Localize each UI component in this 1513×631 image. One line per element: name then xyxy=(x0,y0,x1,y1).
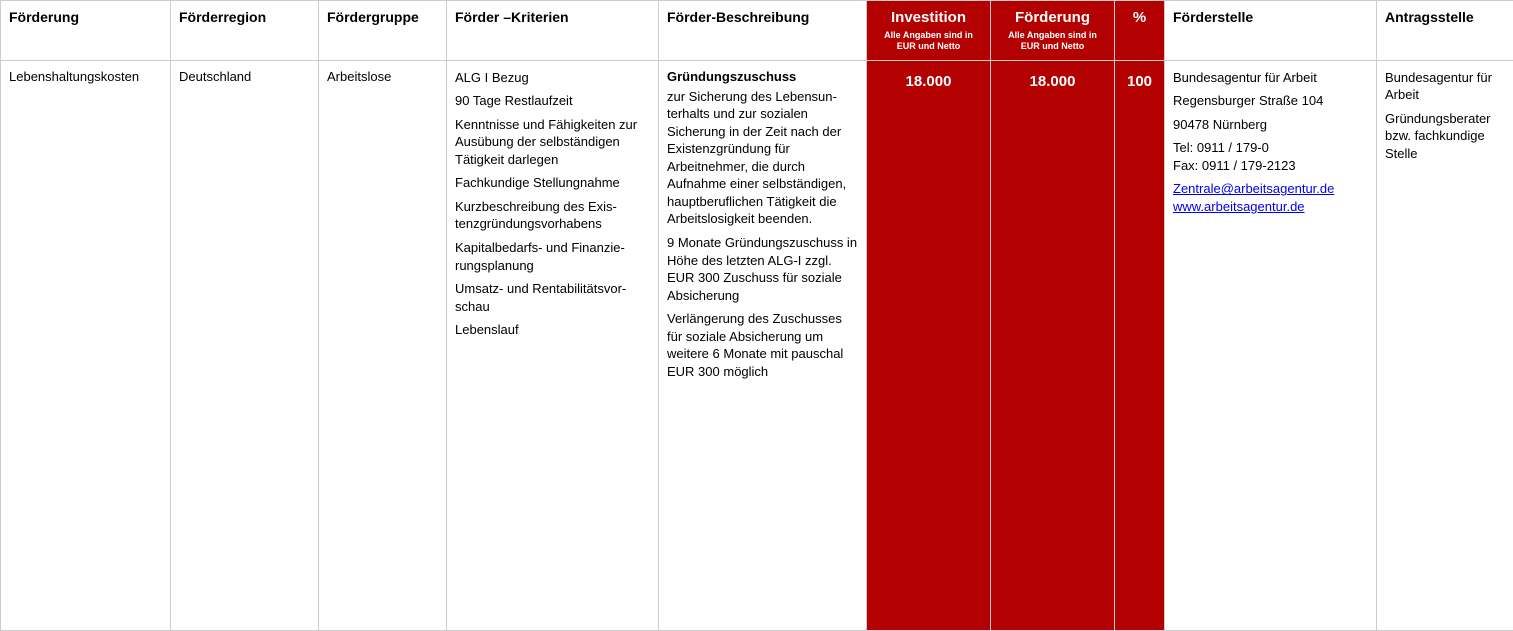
col-header-antrag: Antragsstelle xyxy=(1377,1,1513,61)
col-header-prozent: % xyxy=(1115,1,1165,61)
col-header-stelle: Förderstelle xyxy=(1165,1,1377,61)
col-header-investition-sub: Alle Angaben sind in EUR und Netto xyxy=(875,30,982,52)
col-header-foerderung2: Förderung Alle Angaben sind in EUR und N… xyxy=(991,1,1115,61)
col-header-foerderung2-title: Förderung xyxy=(999,9,1106,26)
stelle-line: Tel: 0911 / 179-0 xyxy=(1173,139,1368,157)
col-header-gruppe: Fördergruppe xyxy=(319,1,447,61)
table-row: Lebenshaltungskosten Deutschland Arbeits… xyxy=(1,60,1513,630)
cell-region: Deutschland xyxy=(171,60,319,630)
stelle-line: 90478 Nürnberg xyxy=(1173,116,1368,134)
col-header-prozent-title: % xyxy=(1123,9,1156,26)
cell-antrag: Bundesagentur für Arbeit Gründungsberate… xyxy=(1377,60,1513,630)
cell-foerderung: Lebenshaltungskosten xyxy=(1,60,171,630)
table-header-row: Förderung Förderregion Fördergruppe Förd… xyxy=(1,1,1513,61)
cell-gruppe: Arbeitslose xyxy=(319,60,447,630)
stelle-line: Bundesagentur für Arbeit xyxy=(1173,69,1368,87)
criteria-item: Umsatz- und Rentabilitätsvor­schau xyxy=(455,280,650,315)
cell-kriterien: ALG I Bezug 90 Tage Restlaufzeit Kenntni… xyxy=(447,60,659,630)
beschreibung-list: zur Sicherung des Lebensun­terhalts und … xyxy=(667,88,858,381)
col-header-region: Förderregion xyxy=(171,1,319,61)
beschreibung-title: Gründungszuschuss xyxy=(667,69,858,84)
cell-beschreibung: Gründungszuschuss zur Sicherung des Lebe… xyxy=(659,60,867,630)
stelle-list: Bundesagentur für Arbeit Regensburger St… xyxy=(1173,69,1368,216)
antrag-line: Gründungsberater bzw. fachkundige Stelle xyxy=(1385,110,1505,163)
col-header-investition: Investition Alle Angaben sind in EUR und… xyxy=(867,1,991,61)
funding-table: Förderung Förderregion Fördergruppe Förd… xyxy=(0,0,1513,631)
cell-investition: 18.000 xyxy=(867,60,991,630)
criteria-item: 90 Tage Restlaufzeit xyxy=(455,92,650,110)
cell-foerderung2: 18.000 xyxy=(991,60,1115,630)
beschreibung-paragraph: 9 Monate Gründungszu­schuss in Höhe des … xyxy=(667,234,858,304)
criteria-list: ALG I Bezug 90 Tage Restlaufzeit Kenntni… xyxy=(455,69,650,339)
stelle-line: Fax: 0911 / 179-2123 xyxy=(1173,157,1368,175)
col-header-kriterien: Förder –Kriterien xyxy=(447,1,659,61)
col-header-foerderung2-sub: Alle Angaben sind in EUR und Netto xyxy=(999,30,1106,52)
criteria-item: Lebenslauf xyxy=(455,321,650,339)
criteria-item: Kapitalbedarfs- und Finanzie­rungsplanun… xyxy=(455,239,650,274)
criteria-item: ALG I Bezug xyxy=(455,69,650,87)
stelle-link-item: Zentrale@arbeitsagentur.de xyxy=(1173,180,1368,198)
beschreibung-paragraph: Verlängerung des Zuschus­ses für soziale… xyxy=(667,310,858,380)
stelle-link-item: www.arbeitsagentur.de xyxy=(1173,198,1368,216)
cell-prozent: 100 xyxy=(1115,60,1165,630)
beschreibung-paragraph: zur Sicherung des Lebensun­terhalts und … xyxy=(667,88,858,228)
criteria-item: Kenntnisse und Fähigkeiten zur Ausübung … xyxy=(455,116,650,169)
col-header-investition-title: Investition xyxy=(875,9,982,26)
criteria-item: Kurzbeschreibung des Exis­tenzgründungsv… xyxy=(455,198,650,233)
antrag-line: Bundesagentur für Arbeit xyxy=(1385,69,1505,104)
antrag-list: Bundesagentur für Arbeit Gründungsberate… xyxy=(1385,69,1505,163)
stelle-line: Regensburger Straße 104 xyxy=(1173,92,1368,110)
col-header-beschreibung: Förder-Beschreibung xyxy=(659,1,867,61)
criteria-item: Fachkundige Stellungnahme xyxy=(455,174,650,192)
stelle-website-link[interactable]: www.arbeitsagentur.de xyxy=(1173,199,1305,214)
stelle-email-link[interactable]: Zentrale@arbeitsagentur.de xyxy=(1173,181,1334,196)
col-header-foerderung: Förderung xyxy=(1,1,171,61)
cell-stelle: Bundesagentur für Arbeit Regensburger St… xyxy=(1165,60,1377,630)
